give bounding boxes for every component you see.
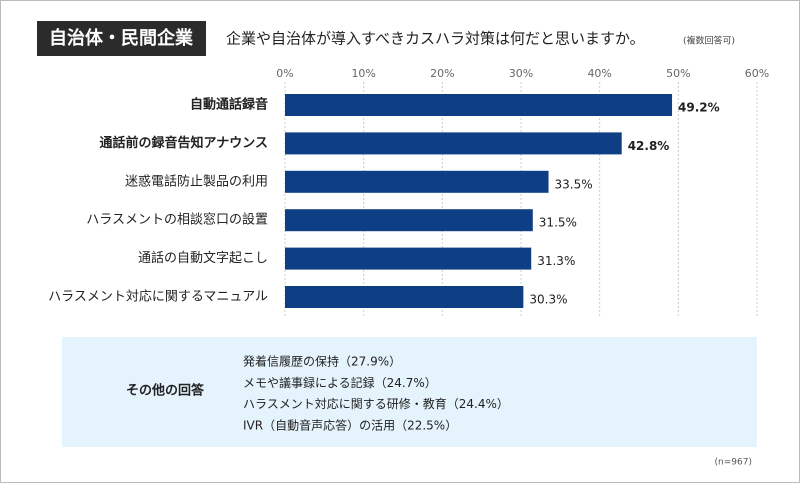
y-tick-label: ハラスメント対応に関するマニュアル (48, 290, 268, 305)
tag: 自治体・民間企業 (49, 27, 194, 49)
bar (285, 132, 622, 155)
y-tick-label: 迷惑電話防止製品の利用 (125, 173, 268, 189)
x-tick-label: 40% (587, 67, 611, 80)
bar (285, 209, 533, 232)
other-title: その他の回答 (126, 383, 205, 399)
value-label: 42.8% (628, 139, 670, 153)
x-tick-label: 10% (351, 67, 375, 80)
x-tick-label: 20% (430, 67, 454, 80)
value-label: 33.5% (555, 177, 593, 191)
bar (285, 94, 673, 116)
y-tick-label: 通話の自動文字起こし (138, 250, 268, 266)
bar (285, 286, 524, 308)
y-tick-label: 通話前の録音告知アナウンス (100, 135, 268, 151)
value-label: 49.2% (678, 101, 720, 115)
x-tick-label: 0% (276, 67, 293, 80)
x-tick-label: 50% (666, 67, 690, 80)
other-item: メモや議事録による記録（24.7%） (243, 375, 437, 390)
value-label: 31.5% (539, 216, 577, 230)
value-label: 31.3% (537, 254, 575, 268)
x-tick-label: 60% (745, 67, 769, 80)
sample-size: (n=967) (715, 458, 752, 468)
subtitle: (複数回答可) (683, 35, 735, 47)
tag-box (37, 21, 206, 56)
bar (285, 247, 532, 270)
other-item: IVR（自動音声応答）の活用（22.5%） (243, 417, 457, 432)
other-box (62, 337, 757, 447)
bar (285, 170, 549, 193)
y-tick-label: 自動通話録音 (190, 97, 268, 113)
chart-title: 企業や自治体が導入すべきカスハラ対策は何だと思いますか。 (226, 30, 645, 48)
other-item: ハラスメント対応に関する研修・教育（24.4%） (243, 396, 509, 411)
value-label: 30.3% (529, 293, 567, 307)
other-item: 発着信履歴の保持（27.9%） (243, 354, 401, 369)
y-tick-label: ハラスメントの相談窓口の設置 (86, 212, 268, 228)
x-tick-label: 30% (509, 67, 533, 80)
